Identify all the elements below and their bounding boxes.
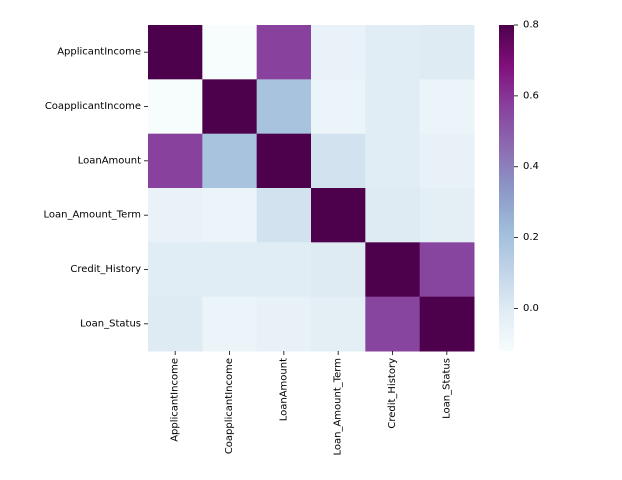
heatmap-cell <box>202 242 258 298</box>
heatmap-cell <box>256 133 312 189</box>
heatmap-cell <box>365 242 421 298</box>
y-tick-labels: ApplicantIncome CoapplicantIncome LoanAmou… <box>43 47 148 329</box>
x-tick-label: Loan_Status <box>441 358 452 419</box>
heatmap-cell <box>202 188 258 243</box>
heatmap-cell <box>256 188 312 243</box>
heatmap-cell <box>419 188 475 243</box>
heatmap-cell <box>311 79 366 135</box>
colorbar-tick-label: 0.6 <box>523 90 539 101</box>
x-tick-label: Loan_Amount_Term <box>333 358 344 456</box>
colorbar-tick-label: 0.4 <box>523 161 539 172</box>
x-tick-label: ApplicantIncome <box>170 358 181 442</box>
heatmap-cell <box>256 79 312 135</box>
heatmap-cell <box>256 296 312 352</box>
colorbar-tick-label: 0.2 <box>523 232 539 243</box>
heatmap-cell <box>365 188 421 243</box>
heatmap-cell <box>365 296 421 352</box>
x-tick-label: LoanAmount <box>278 358 289 421</box>
heatmap-cell <box>202 25 258 80</box>
x-tick-label: Credit_History <box>387 358 398 429</box>
heatmap-cell <box>256 25 312 80</box>
heatmap-cell <box>419 296 475 352</box>
y-tick-label: Loan_Status <box>80 318 141 329</box>
heatmap-cell <box>311 133 366 189</box>
y-tick-label: Credit_History <box>70 264 141 275</box>
colorbar-ticks: 0.0 0.2 0.4 0.6 0.8 <box>514 20 539 314</box>
heatmap-cell <box>148 133 203 189</box>
x-tick-labels: ApplicantIncome CoapplicantIncome LoanAmou… <box>170 351 452 456</box>
heatmap-cell <box>419 25 475 80</box>
colorbar-tick-label: 0.0 <box>523 303 539 314</box>
heatmap-cell <box>311 296 366 352</box>
heatmap-cell <box>311 188 366 243</box>
heatmap-cell <box>148 25 203 80</box>
heatmap-cells <box>148 25 475 352</box>
heatmap-cell <box>148 242 203 298</box>
heatmap-cell <box>148 79 203 135</box>
heatmap-cell <box>202 296 258 352</box>
heatmap-cell <box>256 242 312 298</box>
heatmap-cell <box>202 133 258 189</box>
heatmap-cell <box>202 79 258 135</box>
colorbar <box>499 25 514 351</box>
y-tick-label: Loan_Amount_Term <box>43 210 141 221</box>
heatmap-cell <box>311 25 366 80</box>
heatmap-cell <box>419 79 475 135</box>
y-tick-label: LoanAmount <box>78 155 141 166</box>
heatmap-cell <box>148 188 203 243</box>
colorbar-tick-label: 0.8 <box>523 20 539 31</box>
heatmap-cell <box>311 242 366 298</box>
heatmap-cell <box>419 133 475 189</box>
x-tick-label: CoapplicantIncome <box>224 358 235 454</box>
heatmap-cell <box>365 79 421 135</box>
y-tick-label: ApplicantIncome <box>57 47 141 58</box>
y-tick-label: CoapplicantIncome <box>45 101 141 112</box>
heatmap-cell <box>419 242 475 298</box>
heatmap-cell <box>148 296 203 352</box>
heatmap-cell <box>365 133 421 189</box>
heatmap-cell <box>365 25 421 80</box>
